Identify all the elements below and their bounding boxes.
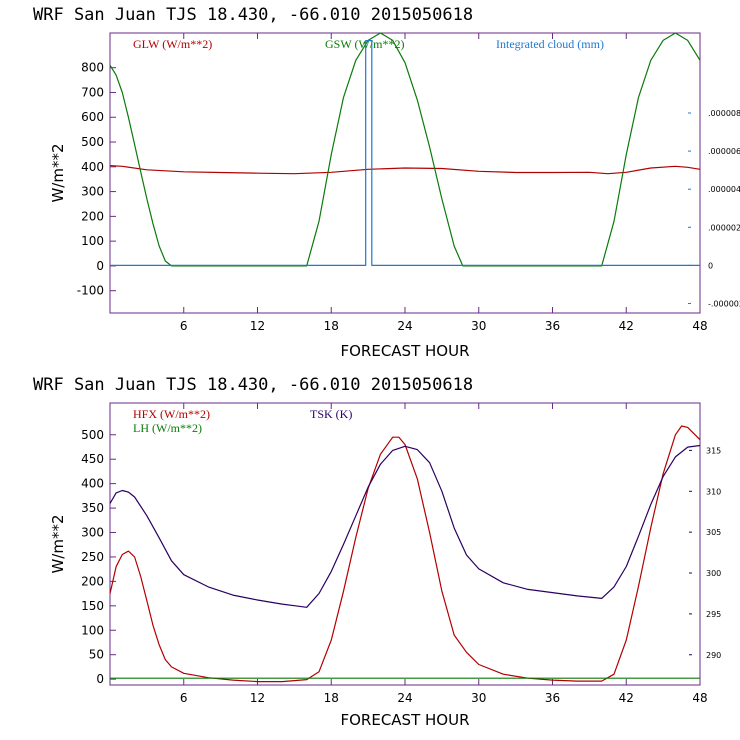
x-tick-label: 48 — [692, 319, 707, 333]
y-tick-label: 300 — [81, 185, 104, 199]
right-tick-label: 290 — [706, 651, 721, 660]
y-axis-label: W/m**2 — [49, 514, 67, 573]
legend-entry: GLW (W/m**2) — [133, 37, 212, 51]
right-tick-label: .000004 — [708, 185, 740, 194]
series-line-hfx-w-m — [109, 425, 701, 683]
right-tick-label: -.000002 — [708, 299, 740, 308]
series-line-gsw-w-m — [109, 32, 701, 267]
y-tick-label: 800 — [81, 61, 104, 75]
y-tick-label: 100 — [81, 234, 104, 248]
y-tick-label: 600 — [81, 110, 104, 124]
x-tick-label: 24 — [397, 319, 412, 333]
right-tick-label: 295 — [706, 610, 721, 619]
y-axis-label: W/m**2 — [49, 143, 67, 202]
y-tick-label: 400 — [81, 477, 104, 491]
y-tick-label: 500 — [81, 428, 104, 442]
x-tick-label: 6 — [180, 319, 188, 333]
y-tick-label: 0 — [96, 259, 104, 273]
chart-title: WRF San Juan TJS 18.430, -66.010 2015050… — [33, 5, 473, 25]
right-tick-label: .000002 — [708, 223, 740, 232]
x-tick-label: 30 — [471, 319, 486, 333]
x-axis-label: FORECAST HOUR — [340, 342, 469, 360]
x-tick-label: 36 — [545, 691, 560, 705]
x-tick-label: 36 — [545, 319, 560, 333]
y-tick-label: 300 — [81, 526, 104, 540]
right-tick-label: .000008 — [708, 109, 740, 118]
x-tick-label: 12 — [250, 319, 265, 333]
y-tick-label: 200 — [81, 574, 104, 588]
y-tick-label: 150 — [81, 599, 104, 613]
x-axis-label: FORECAST HOUR — [340, 711, 469, 729]
x-tick-label: 42 — [619, 691, 634, 705]
y-tick-label: 700 — [81, 85, 104, 99]
right-tick-label: 310 — [706, 487, 721, 496]
right-tick-label: .000006 — [708, 147, 740, 156]
x-tick-label: 18 — [324, 691, 339, 705]
x-tick-label: 30 — [471, 691, 486, 705]
y-tick-label: 250 — [81, 550, 104, 564]
y-tick-label: 400 — [81, 160, 104, 174]
series-line-tsk-k — [109, 444, 701, 608]
right-tick-label: 315 — [706, 446, 721, 455]
legend-entry: TSK (K) — [310, 407, 352, 421]
x-tick-label: 18 — [324, 319, 339, 333]
y-tick-label: 350 — [81, 501, 104, 515]
right-tick-label: 305 — [706, 528, 721, 537]
x-tick-label: 6 — [180, 691, 188, 705]
legend-entry: GSW (W/m**2) — [325, 37, 404, 51]
y-tick-label: 0 — [96, 672, 104, 686]
y-tick-label: 500 — [81, 135, 104, 149]
x-tick-label: 12 — [250, 691, 265, 705]
legend-entry: Integrated cloud (mm) — [496, 37, 604, 51]
x-tick-label: 24 — [397, 691, 412, 705]
right-tick-label: 0 — [708, 261, 713, 270]
series-line-integrated-cloud-mm — [110, 39, 700, 266]
legend-entry: HFX (W/m**2) — [133, 407, 210, 421]
x-tick-label: 48 — [692, 691, 707, 705]
series-line-glw-w-m — [109, 165, 701, 175]
y-tick-label: -100 — [77, 284, 104, 298]
y-tick-label: 450 — [81, 452, 104, 466]
y-tick-label: 100 — [81, 623, 104, 637]
chart-title: WRF San Juan TJS 18.430, -66.010 2015050… — [33, 375, 473, 395]
y-tick-label: 200 — [81, 209, 104, 223]
y-tick-label: 50 — [89, 648, 104, 662]
x-tick-label: 42 — [619, 319, 634, 333]
legend-entry: LH (W/m**2) — [133, 421, 202, 435]
right-tick-label: 300 — [706, 569, 721, 578]
